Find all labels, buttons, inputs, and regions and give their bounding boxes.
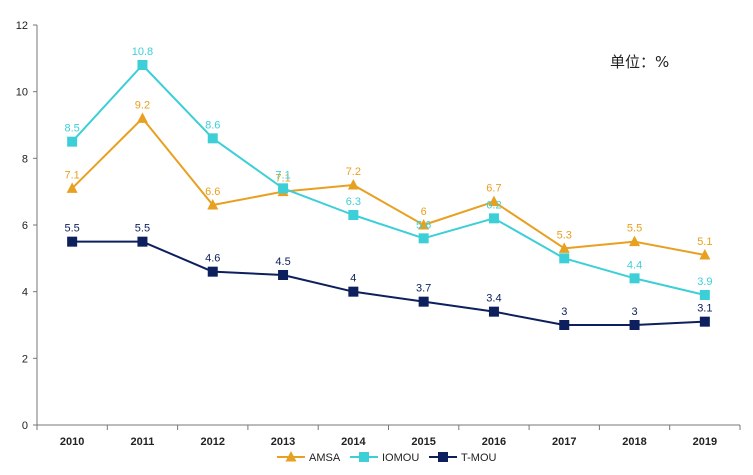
data-point-marker	[207, 199, 219, 210]
data-label: 3	[561, 306, 567, 318]
series-line	[72, 240, 705, 326]
data-label: 6.3	[346, 196, 361, 208]
data-point-marker	[136, 112, 148, 123]
series-amsa	[66, 112, 711, 260]
legend-label: T-MOU	[461, 452, 496, 464]
axes: 0 2 4 6 8 10 12 2010 2011 2012 2013 2014 2015 2016 201…	[16, 20, 741, 448]
data-point-marker	[488, 306, 499, 317]
data-point-marker	[699, 290, 710, 300]
data-label: 5.6	[416, 219, 431, 231]
data-label: 7.1	[65, 169, 80, 181]
data-label: 5.5	[135, 223, 150, 235]
data-label: 3.7	[416, 283, 431, 295]
series-line	[71, 64, 706, 296]
data-point-marker	[207, 266, 218, 277]
data-point-marker	[559, 320, 570, 330]
data-point-marker	[699, 316, 710, 327]
data-point-marker	[558, 242, 570, 253]
x-tick-label: 2010	[60, 436, 84, 448]
data-point-marker	[438, 452, 448, 462]
data-label: 8.5	[65, 123, 80, 135]
unit-note: 单位：%	[610, 53, 669, 71]
data-label: 4.6	[205, 253, 220, 265]
data-point-marker	[418, 219, 430, 230]
data-point-marker	[488, 213, 499, 224]
legend-item-iomou: IOMOU	[350, 452, 419, 464]
x-tick-label: 2011	[131, 436, 155, 448]
data-point-marker	[137, 236, 148, 247]
data-label: 6	[421, 206, 427, 218]
data-point-marker	[488, 195, 500, 207]
x-tick-label: 2012	[201, 436, 225, 448]
x-tick-label: 2015	[411, 436, 435, 448]
data-labels: 7.1 9.2 6.6 7.1 7.2 6 6.7 5.3 5.5 5.1 8.5 10.8 8.6 7.…	[65, 46, 713, 318]
y-tick-label: 8	[22, 153, 28, 165]
x-tick-label: 2016	[482, 436, 506, 448]
data-point-marker	[278, 270, 289, 280]
series-line	[71, 117, 706, 256]
data-label: 3.1	[697, 303, 712, 315]
data-label: 3.4	[486, 293, 501, 305]
data-label: 9.2	[135, 99, 150, 111]
data-label: 3.9	[697, 276, 712, 288]
data-point-marker	[348, 286, 359, 297]
y-tick-label: 10	[16, 87, 28, 99]
x-tick-label: 2014	[341, 436, 366, 448]
data-point-marker	[278, 183, 289, 194]
data-point-marker	[67, 136, 78, 147]
legend-label: AMSA	[309, 452, 341, 464]
data-point-marker	[137, 60, 148, 70]
data-point-marker	[629, 273, 640, 284]
data-label: 10.8	[132, 46, 153, 58]
data-point-marker	[418, 233, 429, 244]
data-point-marker	[66, 182, 78, 193]
data-label: 5.3	[557, 229, 572, 241]
data-label: 4	[350, 273, 356, 285]
data-label: 6.6	[205, 186, 220, 198]
x-tick-label: 2017	[552, 436, 576, 448]
data-point-marker	[359, 452, 369, 462]
data-point-marker	[207, 133, 218, 144]
data-label: 4.4	[627, 259, 642, 271]
y-tick-label: 6	[22, 220, 28, 232]
data-point-marker	[629, 235, 641, 247]
y-tick-label: 4	[22, 287, 28, 299]
y-tick-label: 2	[22, 353, 28, 365]
x-tick-label: 2013	[271, 436, 295, 448]
legend-label: IOMOU	[382, 452, 419, 464]
series-t-mou	[67, 236, 710, 330]
data-point-marker	[285, 451, 297, 462]
series-layer	[66, 60, 711, 330]
y-tick-label: 0	[22, 420, 28, 432]
data-label: 3	[631, 306, 637, 318]
data-label: 7.1	[275, 169, 290, 181]
data-label: 5.5	[65, 223, 80, 235]
data-point-marker	[629, 320, 640, 330]
data-label: 7.2	[346, 166, 361, 178]
legend: AMSA IOMOU T-MOU	[277, 451, 496, 464]
data-point-marker	[418, 296, 429, 307]
y-tick-label: 12	[16, 20, 28, 32]
series-iomou	[67, 60, 710, 300]
x-tick-label: 2019	[693, 436, 717, 448]
data-label: 8.6	[205, 119, 220, 131]
data-point-marker	[699, 249, 711, 260]
data-point-marker	[348, 210, 359, 220]
data-point-marker	[67, 236, 78, 247]
legend-item-amsa: AMSA	[277, 451, 341, 464]
data-label: 6.7	[486, 183, 501, 195]
data-point-marker	[559, 253, 570, 264]
legend-item-t-mou: T-MOU	[429, 452, 496, 464]
data-label: 5.5	[627, 223, 642, 235]
x-tick-label: 2018	[622, 436, 646, 448]
data-label: 5.1	[697, 236, 712, 248]
data-label: 7.1	[275, 173, 290, 185]
data-point-marker	[347, 179, 359, 190]
data-label: 6.2	[486, 199, 501, 211]
data-label: 4.5	[275, 256, 290, 268]
